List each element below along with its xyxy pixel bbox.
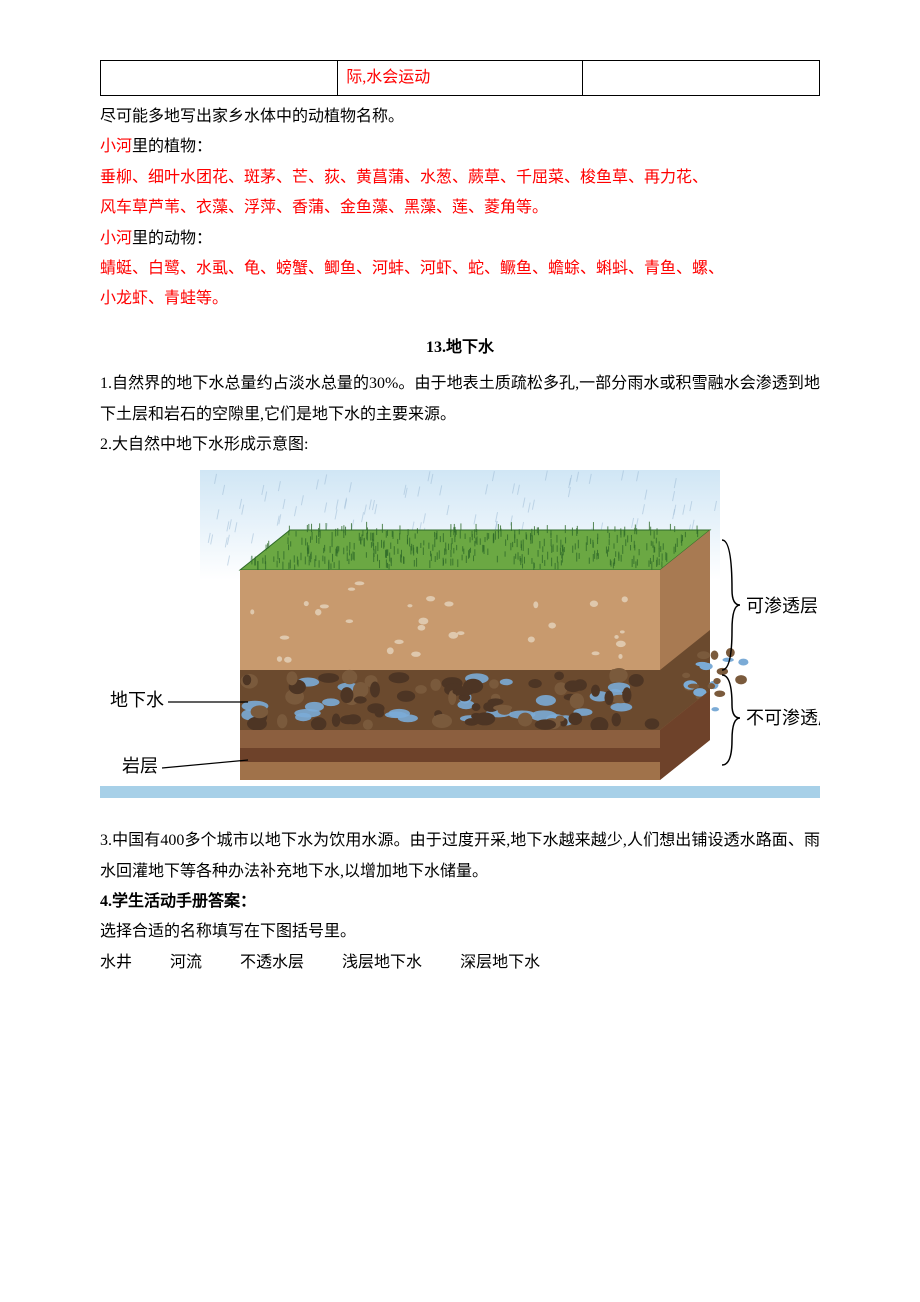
option-1: 水井 — [100, 948, 132, 978]
table-fragment: 际,水会运动 — [100, 60, 820, 96]
svg-text:不可渗透层: 不可渗透层 — [746, 708, 820, 728]
plants-list-1: 垂柳、细叶水团花、斑茅、芒、荻、黄菖蒲、水葱、蕨草、千屈菜、梭鱼草、再力花、 — [100, 163, 820, 193]
table-cell-empty-right — [582, 61, 819, 96]
option-2: 河流 — [170, 948, 202, 978]
table-cell-center: 际,水会运动 — [338, 61, 582, 96]
option-3: 不透水层 — [240, 948, 304, 978]
animals-label-suffix: 里的动物： — [132, 230, 212, 247]
plants-label-prefix: 小河 — [100, 138, 132, 155]
animals-list-1: 蜻蜓、白鹭、水虱、龟、螃蟹、鲫鱼、河蚌、河虾、蛇、鳜鱼、蟾蜍、蝌蚪、青鱼、螺、 — [100, 254, 820, 284]
groundwater-diagram: 可渗透层不可渗透层 地下水岩层 — [100, 470, 820, 820]
option-4: 浅层地下水 — [342, 948, 422, 978]
svg-text:地下水: 地下水 — [110, 690, 164, 710]
animals-list-2: 小龙虾、青蛙等。 — [100, 284, 820, 314]
animals-label: 小河里的动物： — [100, 224, 820, 254]
intro-line: 尽可能多地写出家乡水体中的动植物名称。 — [100, 102, 820, 132]
diagram-svg: 可渗透层不可渗透层 地下水岩层 — [100, 470, 820, 820]
section-title: 13.地下水 — [100, 333, 820, 363]
point-3: 3.中国有400多个城市以地下水为饮用水源。由于过度开采,地下水越来越少,人们想… — [100, 826, 820, 887]
option-5: 深层地下水 — [460, 948, 540, 978]
svg-text:可渗透层: 可渗透层 — [746, 596, 818, 616]
plants-label: 小河里的植物： — [100, 132, 820, 162]
point-2: 2.大自然中地下水形成示意图: — [100, 430, 820, 460]
options-row: 水井 河流 不透水层 浅层地下水 深层地下水 — [100, 948, 820, 978]
point-1: 1.自然界的地下水总量约占淡水总量的30%。由于地表土质疏松多孔,一部分雨水或积… — [100, 369, 820, 430]
plants-label-suffix: 里的植物： — [132, 138, 212, 155]
animals-label-prefix: 小河 — [100, 230, 132, 247]
table-cell-empty-left — [101, 61, 338, 96]
plants-list-2: 风车草芦苇、衣藻、浮萍、香蒲、金鱼藻、黑藻、莲、菱角等。 — [100, 193, 820, 223]
point-4: 4.学生活动手册答案： — [100, 887, 820, 917]
svg-text:岩层: 岩层 — [122, 756, 158, 776]
fill-instruction: 选择合适的名称填写在下图括号里。 — [100, 917, 820, 947]
